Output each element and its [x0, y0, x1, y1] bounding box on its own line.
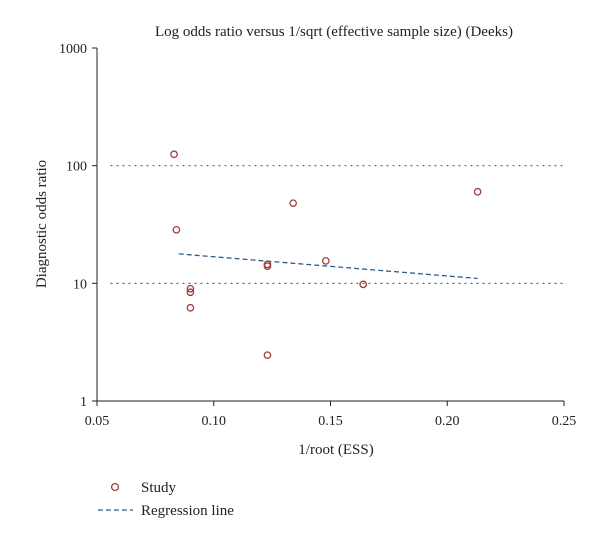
axes [96, 48, 564, 402]
x-tick-label: 0.20 [435, 414, 460, 429]
y-tick-label: 100 [66, 160, 87, 175]
study-point [321, 257, 330, 265]
study-point [186, 284, 195, 293]
regression-line [178, 253, 478, 280]
y-axis-ticks: 1 10 100 1000 [59, 42, 97, 410]
y-tick-label: 1 [80, 395, 87, 410]
study-point [263, 351, 272, 360]
x-tick-label: 0.25 [552, 414, 577, 429]
study-point [289, 199, 297, 208]
chart-title: Log odds ratio versus 1/sqrt (effective … [155, 24, 513, 40]
regression-line-series [178, 253, 478, 280]
study-point [186, 303, 195, 312]
legend-study-label: Study [141, 480, 177, 496]
study-point [186, 288, 195, 297]
x-tick-label: 0.15 [318, 414, 343, 429]
legend-regression-label: Regression line [141, 503, 234, 519]
legend: Study Regression line [98, 480, 234, 519]
study-point [359, 280, 368, 289]
x-tick-label: 0.10 [202, 414, 227, 429]
x-axis-label: 1/root (ESS) [298, 442, 373, 458]
x-tick-label: 0.05 [85, 414, 110, 429]
x-axis-ticks: 0.05 0.10 0.15 0.20 0.25 [85, 401, 577, 429]
study-point [263, 262, 272, 270]
study-point [170, 150, 178, 159]
y-tick-label: 1000 [59, 42, 87, 57]
reference-lines [110, 165, 565, 284]
y-axis-label: Diagnostic odds ratio [34, 160, 50, 288]
legend-study-marker [110, 482, 120, 492]
y-tick-label: 10 [73, 277, 87, 292]
study-point [473, 187, 482, 196]
study-point [172, 225, 181, 234]
study-points-series [170, 150, 482, 360]
